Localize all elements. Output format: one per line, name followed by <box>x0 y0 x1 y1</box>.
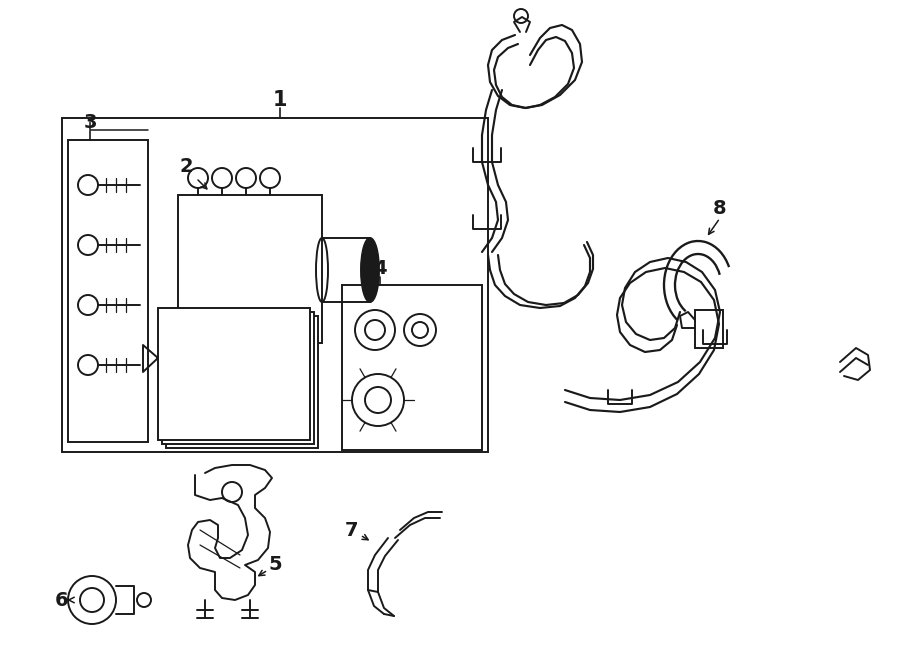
Text: 5: 5 <box>268 555 282 574</box>
Bar <box>62 118 488 452</box>
Bar <box>166 316 318 448</box>
Text: 7: 7 <box>345 520 358 539</box>
Text: 4: 4 <box>374 258 387 278</box>
Ellipse shape <box>361 238 379 302</box>
Bar <box>342 285 482 450</box>
Text: 3: 3 <box>83 112 97 132</box>
Text: 2: 2 <box>179 157 193 176</box>
Bar <box>158 308 310 440</box>
Text: 1: 1 <box>273 90 287 110</box>
Bar <box>162 312 314 444</box>
Bar <box>68 140 148 442</box>
Bar <box>178 195 322 343</box>
Text: 6: 6 <box>55 590 68 609</box>
Bar <box>695 310 723 348</box>
Text: 8: 8 <box>713 198 727 217</box>
